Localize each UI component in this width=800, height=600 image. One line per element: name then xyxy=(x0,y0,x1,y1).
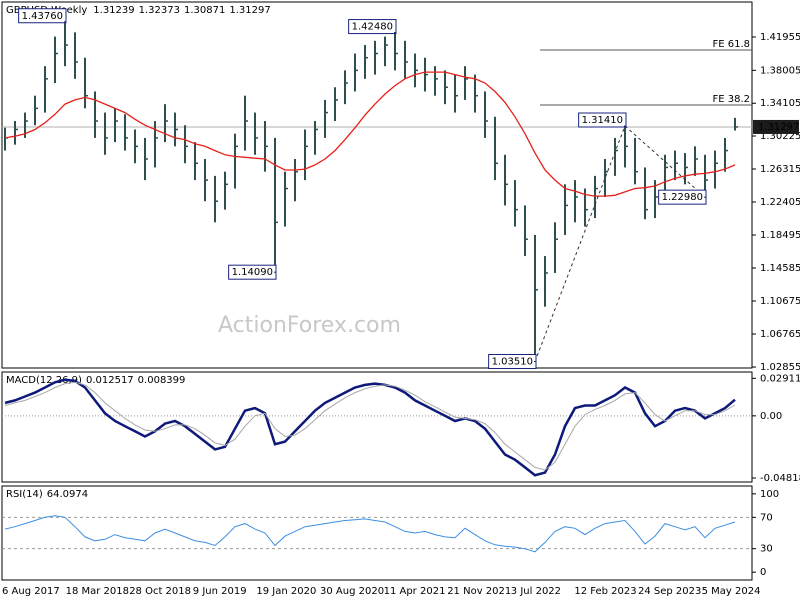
annotation-box xyxy=(18,8,67,24)
annotation: 1.22980 xyxy=(658,189,707,205)
high: 1.32373 xyxy=(139,5,180,16)
x-tick-label: 12 Feb 2023 xyxy=(574,586,636,597)
open: 1.31239 xyxy=(93,5,134,16)
x-tick-label: 28 Oct 2018 xyxy=(129,586,191,597)
annotation: 1.31410 xyxy=(578,112,627,128)
rsi-value: 64.0974 xyxy=(47,489,88,500)
macd-header: MACD(12,26,9) 0.012517 0.008399 xyxy=(6,375,185,386)
y-tick-label: 1.41955 xyxy=(760,32,800,43)
rsi-header: RSI(14) 64.0974 xyxy=(6,489,88,500)
y-tick-label: 30 xyxy=(760,544,773,555)
y-tick-label: 1.14585 xyxy=(760,263,800,274)
y-tick-label: 1.18495 xyxy=(760,230,800,241)
annotation: 1.43760 xyxy=(18,8,67,24)
y-tick-label: 1.34105 xyxy=(760,98,800,109)
x-tick-label: 5 May 2024 xyxy=(702,586,761,597)
rsi-panel xyxy=(1,485,753,581)
series-line xyxy=(4,515,736,553)
series-line xyxy=(4,381,736,471)
x-tick-label: 9 Jun 2019 xyxy=(193,586,247,597)
series-line xyxy=(4,71,736,197)
last-price-box xyxy=(753,119,799,134)
y-tick-label: 1.30225 xyxy=(760,131,800,142)
trend-line xyxy=(534,125,626,362)
macd-title: MACD(12,26,9) xyxy=(6,375,82,386)
x-tick-label: 24 Sep 2023 xyxy=(638,586,701,597)
series-line xyxy=(4,378,736,477)
annotation-label: 1.42480 xyxy=(352,22,393,33)
annotation-box xyxy=(578,112,627,128)
annotation: 1.42480 xyxy=(348,19,397,35)
x-tick-label: 18 Mar 2018 xyxy=(66,586,129,597)
annotation: 1.14090 xyxy=(228,264,277,280)
annotation-label: 1.22980 xyxy=(662,192,703,203)
y-tick-label: 70 xyxy=(760,512,773,523)
annotation: 1.03510 xyxy=(488,354,537,370)
annotation-label: 1.03510 xyxy=(492,357,533,368)
annotation-label: 1.14090 xyxy=(232,267,273,278)
macd-panel xyxy=(1,371,753,483)
low: 1.30871 xyxy=(184,5,225,16)
y-tick-label: 0.00 xyxy=(760,411,782,422)
y-tick-label: 1.26315 xyxy=(760,164,800,175)
watermark: ActionForex.com xyxy=(218,313,401,338)
signal-value: 0.008399 xyxy=(138,375,186,386)
close: 1.31297 xyxy=(229,5,270,16)
x-tick-label: 11 Apr 2021 xyxy=(384,586,446,597)
fib-label: FE 61.8 xyxy=(712,39,750,50)
annotation-label: 1.31410 xyxy=(582,115,623,126)
rsi-title: RSI(14) xyxy=(6,489,43,500)
y-tick-label: 1.06765 xyxy=(760,329,800,340)
x-tick-label: 6 Aug 2017 xyxy=(2,586,60,597)
y-tick-label: 0 xyxy=(760,567,766,578)
y-tick-label: 1.10675 xyxy=(760,296,800,307)
annotation-box xyxy=(348,19,397,35)
last-price-label: 1.31297 xyxy=(758,122,799,133)
fib-label: FE 38.2 xyxy=(712,94,750,105)
x-tick-label: 19 Jan 2020 xyxy=(256,586,316,597)
y-tick-label: 100 xyxy=(760,489,779,500)
y-tick-label: 1.38005 xyxy=(760,65,800,76)
y-tick-label: 1.02855 xyxy=(760,362,800,373)
y-tick-label: 1.22405 xyxy=(760,197,800,208)
annotation-label: 1.43760 xyxy=(22,11,63,22)
y-tick-label: 0.029114 xyxy=(760,373,800,384)
x-tick-label: 21 Nov 2021 xyxy=(447,586,511,597)
macd-value: 0.012517 xyxy=(86,375,134,386)
x-tick-label: 3 Jul 2022 xyxy=(511,586,561,597)
price-panel xyxy=(1,1,753,369)
y-tick-label: -0.048189 xyxy=(760,473,800,484)
x-tick-label: 30 Aug 2020 xyxy=(320,586,384,597)
